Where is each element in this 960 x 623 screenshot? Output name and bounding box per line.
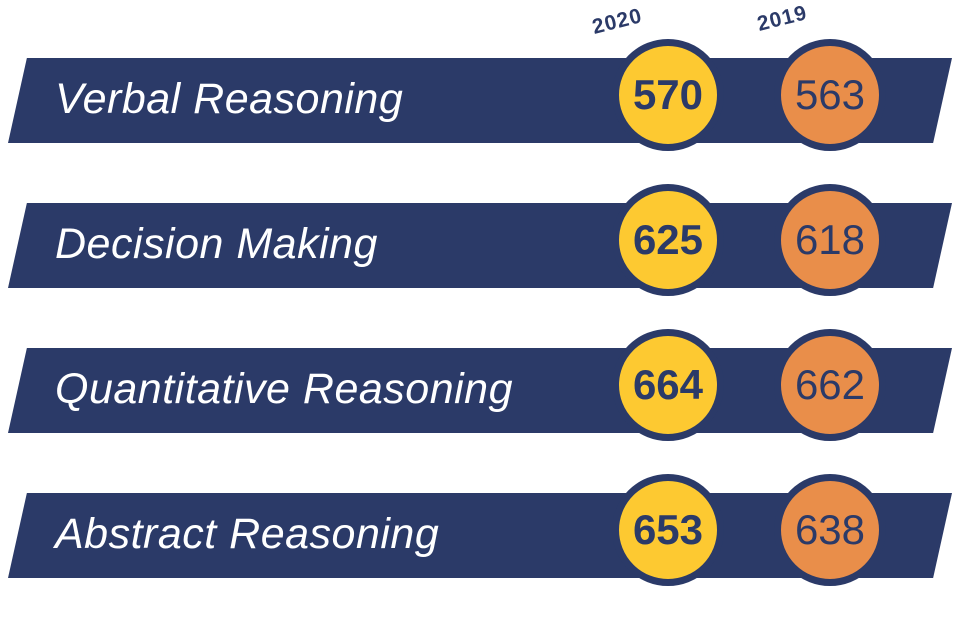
score-row: Abstract Reasoning 653 638 <box>0 434 960 586</box>
score-2019: 563 <box>774 39 886 151</box>
score-2020: 570 <box>612 39 724 151</box>
score-2019: 638 <box>774 474 886 586</box>
score-row: Decision Making 625 618 <box>0 144 960 296</box>
row-label: Decision Making <box>55 220 378 268</box>
score-2020: 664 <box>612 329 724 441</box>
score-2019: 618 <box>774 184 886 296</box>
score-2019: 662 <box>774 329 886 441</box>
score-row: Quantitative Reasoning 664 662 <box>0 289 960 441</box>
row-label: Abstract Reasoning <box>55 510 440 558</box>
score-2020: 625 <box>612 184 724 296</box>
score-2020: 653 <box>612 474 724 586</box>
score-row: Verbal Reasoning 570 563 <box>0 0 960 151</box>
row-label: Verbal Reasoning <box>55 75 404 123</box>
row-label: Quantitative Reasoning <box>55 365 514 413</box>
